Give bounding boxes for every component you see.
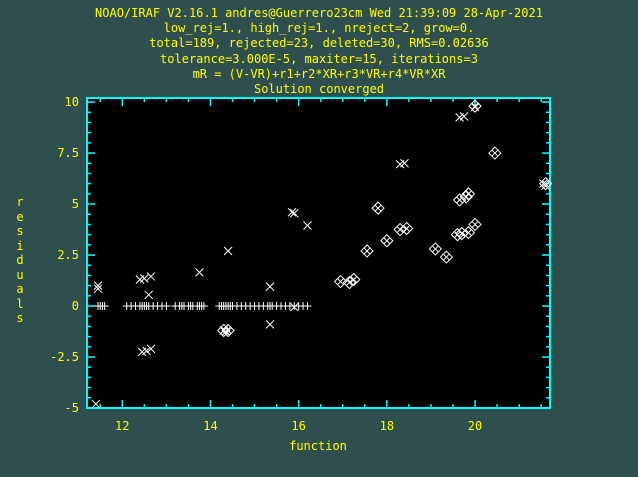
y-tick-label: 10 [65,95,79,109]
x-axis-label: function [289,439,347,453]
y-axis-label-char: a [16,282,24,296]
x-tick-label: 20 [468,419,482,433]
y-tick-label: 7.5 [57,146,79,160]
y-axis-label-char: l [16,296,24,311]
data-point-diamond-cross [461,187,476,201]
x-tick-label: 12 [115,419,129,433]
y-tick-label: 2.5 [57,248,79,262]
data-point-cross [93,281,103,290]
y-axis-label-char: d [16,253,24,267]
x-tick-label: 16 [291,419,305,433]
data-point-diamond-cross [468,217,482,232]
x-tick-label: 14 [203,419,217,433]
data-point-diamond-cross [538,176,553,191]
data-point-diamond-cross [360,244,374,258]
x-tick-label: 18 [380,419,394,433]
plot-header: NOAO/IRAF V2.16.1 andres@Guerrero23cm We… [0,6,638,97]
data-point-cross [146,272,156,281]
data-point-cross [265,320,275,329]
data-points [91,99,553,409]
header-line-6: Solution converged [253,82,385,97]
y-axis-label-char: u [16,267,24,282]
y-tick-label: -2.5 [50,350,79,364]
data-point-diamond-cross [461,225,476,240]
data-point-diamond-cross [439,250,454,264]
data-point-cross [541,181,550,191]
data-point-cross [265,282,275,292]
y-axis-label-char: e [16,209,24,224]
header-line-3: total=189, rejected=23, deleted=30, RMS=… [149,36,489,51]
data-point-cross [303,221,312,230]
data-point-cross [91,399,101,409]
data-point-diamond-cross [347,272,361,287]
data-point-cross [139,274,149,283]
data-point-cross [287,207,297,217]
axis-ticks [87,98,550,409]
data-point-cross [223,246,233,256]
data-point-diamond-cross [333,274,348,289]
header-line-1: NOAO/IRAF V2.16.1 andres@Guerrero23cm We… [95,6,543,20]
data-point-cross [144,290,154,300]
y-tick-label: -5 [65,401,79,415]
y-axis-label-char: s [16,224,24,238]
data-point-cross [289,208,299,218]
y-axis-label-char: i [16,238,24,253]
data-point-diamond-cross [488,146,502,160]
data-point-diamond-cross [459,190,473,204]
header-line-2: low_rej=1., high_rej=1., nreject=2, grow… [163,21,475,36]
header-line-4: tolerance=3.000E-5, maxiter=15, iteratio… [160,51,478,66]
data-point-diamond-cross [371,201,385,215]
data-point-cross [195,268,204,277]
data-point-diamond-cross [221,323,235,338]
y-axis-label-char: s [16,311,24,325]
plot-area[interactable] [86,97,551,409]
data-point-cross [400,158,409,168]
data-point-plus [162,302,171,311]
data-point-diamond-cross [399,221,414,236]
y-tick-label: 0 [72,299,79,313]
data-point-diamond-cross [380,234,394,248]
data-point-cross [142,346,151,356]
data-point-cross [289,302,299,312]
data-point-cross [93,284,103,294]
data-point-diamond-cross [428,242,443,256]
data-point-cross [146,344,156,354]
y-tick-label: 5 [72,197,79,211]
data-point-diamond-cross [468,99,482,113]
data-point-plus [303,302,312,311]
header-line-5: mR = (V-VR)+r1+r2*XR+r3*VR+r4*VR*XR [192,66,446,81]
data-point-plus [100,302,109,311]
data-point-cross [459,112,469,121]
axis-tick-labels: 12 14 16 18 20 -5 -2.5 0 2.5 5 7.5 10 [50,95,482,433]
y-axis-label-char: r [16,195,24,209]
data-point-plus [199,302,208,311]
